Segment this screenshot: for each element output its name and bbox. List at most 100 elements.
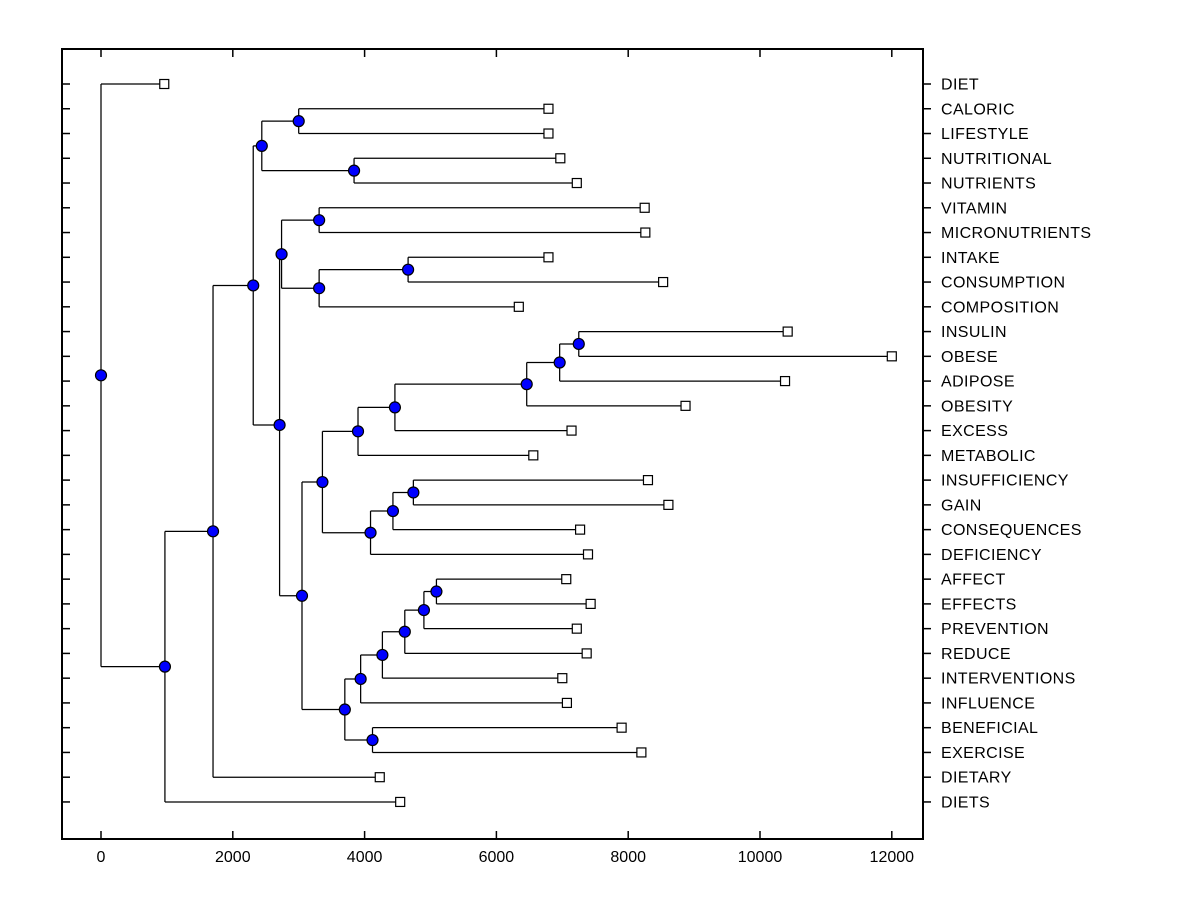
leaf-label: EFFECTS <box>941 596 1017 613</box>
x-tick-label: 10000 <box>738 849 783 866</box>
branch-node-marker <box>158 660 172 673</box>
leaf-marker <box>658 276 669 288</box>
leaf-label: REDUCE <box>941 646 1011 663</box>
leaf-marker <box>779 375 791 387</box>
leaf-marker <box>571 623 582 634</box>
leaf-label: DIETARY <box>941 770 1012 787</box>
leaf-label: OBESITY <box>941 398 1013 415</box>
leaf-label: ADIPOSE <box>941 374 1015 391</box>
branch-node-marker <box>430 585 443 598</box>
leaf-label: INSUFFICIENCY <box>941 473 1069 490</box>
branch-node-marker <box>366 733 379 747</box>
leaf-marker <box>555 153 566 164</box>
leaf-marker <box>636 747 647 758</box>
leaf-label: CONSEQUENCES <box>941 522 1082 539</box>
leaf-marker <box>585 598 596 609</box>
leaf-marker <box>616 722 627 733</box>
leaf-label: DEFICIENCY <box>941 547 1042 564</box>
branch-node-marker <box>94 369 108 382</box>
branch-node-marker <box>316 475 329 489</box>
branch-node-marker <box>275 248 288 261</box>
branch-node-marker <box>273 418 286 432</box>
leaf-marker <box>557 673 568 684</box>
branch-node-marker <box>206 525 220 538</box>
leaf-label: EXCESS <box>941 423 1008 440</box>
leaf-marker <box>561 697 573 709</box>
leaf-label: MICRONUTRIENTS <box>941 225 1091 242</box>
leaf-label: NUTRIENTS <box>941 176 1036 193</box>
leaf-marker <box>513 301 524 312</box>
leaf-marker <box>782 326 793 337</box>
leaf-marker <box>374 772 385 783</box>
leaf-marker <box>581 648 592 659</box>
leaf-label: METABOLIC <box>941 448 1036 465</box>
leaf-marker <box>582 549 594 560</box>
branch-node-marker <box>572 337 585 351</box>
leaf-label: OBESE <box>941 349 998 366</box>
leaf-label: CALORIC <box>941 101 1015 118</box>
branch-node-marker <box>364 526 377 539</box>
leaf-label: LIFESTYLE <box>941 126 1029 143</box>
branch-node-marker <box>398 625 411 638</box>
branch-node-marker <box>292 115 305 128</box>
branch-node-marker <box>520 378 533 391</box>
leaf-labels: DIET CALORIC LIFESTYLE NUTRITIONAL NUTRIENTS… <box>941 77 1091 812</box>
leaf-marker <box>528 450 539 461</box>
branch-node-marker <box>386 504 400 518</box>
x-tick-label: 12000 <box>870 849 915 866</box>
leaf-marker <box>395 796 406 808</box>
axis-box-group <box>61 48 931 840</box>
x-tick-labels: 0 2000 4000 6000 8000 10000 12000 <box>97 849 915 866</box>
leaf-marker <box>639 202 650 213</box>
leaf-marker <box>561 574 572 585</box>
leaf-label: PREVENTION <box>941 621 1049 638</box>
branch-node-marker <box>417 603 431 617</box>
x-tick-label: 8000 <box>610 849 646 866</box>
leaf-marker <box>642 475 654 486</box>
leaf-label: NUTRITIONAL <box>941 151 1052 168</box>
branch-node-marker <box>247 279 260 292</box>
branch-node-marker <box>388 401 402 414</box>
branch-node-marker <box>313 214 326 227</box>
leaf-marker <box>663 499 674 510</box>
branch-node-marker <box>295 589 309 602</box>
leaf-marker <box>566 425 577 436</box>
branch-node-marker <box>401 263 415 276</box>
leaf-marker <box>543 103 554 114</box>
leaf-marker <box>159 78 170 90</box>
branch-node-marker <box>313 282 326 295</box>
branch-node-marker <box>351 425 365 438</box>
axis-box <box>61 48 924 840</box>
branch-node-marker <box>354 672 367 686</box>
leaf-marker <box>543 252 554 263</box>
branch-node-marker <box>407 486 420 499</box>
x-tick-label: 2000 <box>215 849 251 866</box>
x-tick-label: 4000 <box>347 849 383 866</box>
leaf-marker <box>886 351 897 362</box>
tree-branches <box>100 83 892 803</box>
leaf-label: VITAMIN <box>941 200 1008 217</box>
x-tick-label: 6000 <box>479 849 515 866</box>
branch-node-marker <box>338 703 351 716</box>
leaf-label: INSULIN <box>941 324 1007 341</box>
node-markers <box>94 115 585 747</box>
leaf-marker <box>543 128 554 139</box>
branch-node-marker <box>376 648 389 662</box>
leaf-label: COMPOSITION <box>941 299 1059 316</box>
leaf-label: GAIN <box>941 497 982 514</box>
leaf-marker <box>640 227 651 238</box>
leaf-label: INFLUENCE <box>941 695 1035 712</box>
leaf-label: AFFECT <box>941 572 1006 589</box>
branch-node-marker <box>347 164 361 177</box>
x-tick-label: 0 <box>97 849 106 866</box>
leaf-label: BENEFICIAL <box>941 720 1038 737</box>
leaf-label: INTAKE <box>941 250 1000 267</box>
leaf-markers <box>159 78 897 808</box>
branch-node-marker <box>553 356 566 369</box>
leaf-label: DIET <box>941 77 979 94</box>
leaf-label: INTERVENTIONS <box>941 671 1076 688</box>
branch-node-marker <box>255 139 268 152</box>
leaf-marker <box>680 400 691 411</box>
